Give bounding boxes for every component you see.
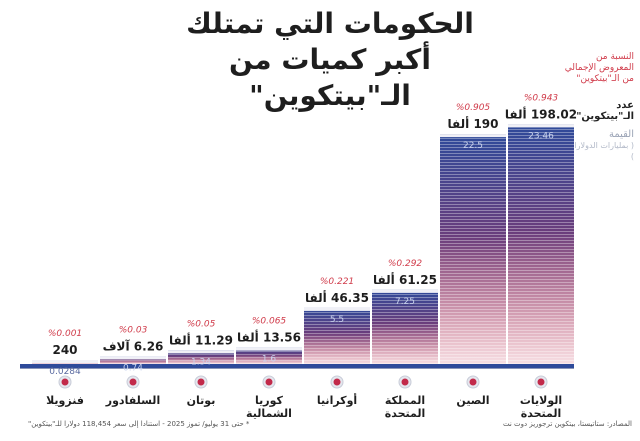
kp-flag-icon [262, 375, 276, 389]
value-label: 7.25 [395, 297, 415, 307]
percent-label: %0.065 [252, 317, 287, 327]
bar-cap [32, 360, 98, 363]
category-label: فنزويلا [46, 394, 84, 407]
value-label: 23.46 [528, 131, 554, 141]
count-label: 6.26 آلاف [103, 338, 164, 353]
ve-flag-icon [58, 375, 72, 389]
bar-texture [372, 289, 438, 364]
category-label: كوريا الشمالية [246, 394, 292, 420]
category-label: الصين [456, 394, 489, 407]
percent-label: %0.03 [119, 325, 148, 335]
chart-title: الحكومات التي تمتلك أكبر كميات من الـ"بي… [160, 6, 500, 114]
chart-title-line2: أكبر كميات من الـ"بيتكوين" [229, 43, 431, 112]
bar-cap [372, 289, 438, 293]
us-flag-icon [534, 375, 548, 389]
footer-sources: المصادر: ستاتيستا، بيتكوين ترجوريز دوت ن… [502, 420, 632, 428]
percent-label: %0.943 [524, 93, 559, 103]
percent-label: %0.292 [388, 259, 423, 269]
count-label: 61.25 ألفا [373, 272, 437, 287]
value-label: 1.34 [191, 357, 211, 367]
bar-cap [304, 307, 370, 311]
count-label: 190 ألفا [447, 116, 498, 131]
count-label: 11.29 ألفا [169, 332, 233, 347]
bar-texture [168, 350, 234, 364]
legend-value-subtitle: ( بمليارات الدولارات ) [566, 141, 634, 161]
category-label: الولايات المتحدة [520, 394, 562, 420]
ua-flag-icon [330, 375, 344, 389]
bar-texture [440, 134, 506, 364]
legend-count-label: عدد الـ"بيتكوين" [576, 100, 634, 122]
cn-flag-icon [466, 375, 480, 389]
legend-value-title: القيمة [608, 129, 634, 140]
bar-texture [508, 124, 574, 364]
category-label: بوتان [187, 394, 216, 407]
value-label: 1.6 [262, 355, 277, 365]
bar-cap [508, 124, 574, 128]
sv-flag-icon [126, 375, 140, 389]
count-label: 13.56 ألفا [237, 330, 301, 345]
bar-texture [236, 347, 302, 364]
value-label: 5.5 [330, 315, 344, 325]
legend-percent-label: النسبة من المعروض الإجمالي من الـ"بيتكوي… [564, 52, 634, 84]
bt-flag-icon [194, 375, 208, 389]
category-label: أوكرانيا [317, 393, 357, 407]
chart-title-line1: الحكومات التي تمتلك [186, 7, 474, 40]
percent-label: %0.221 [320, 277, 354, 287]
value-label: 0.0284 [49, 367, 81, 377]
category-label: السلفادور [105, 394, 160, 407]
bar-cap [168, 350, 234, 354]
count-label: 198.02 ألفا [505, 106, 577, 121]
bar-texture [100, 356, 166, 364]
category-label: المملكة المتحدة [385, 394, 426, 420]
percent-label: %0.05 [187, 319, 216, 329]
count-label: 240 [52, 343, 77, 357]
value-label: 0.74 [123, 363, 143, 373]
legend-value-label: القيمة ( بمليارات الدولارات ) [564, 129, 634, 162]
bar-cap [236, 347, 302, 351]
bar-cap [440, 134, 506, 138]
gb-flag-icon [398, 375, 412, 389]
percent-label: %0.905 [456, 103, 491, 113]
percent-label: %0.001 [48, 329, 82, 339]
count-label: 46.35 ألفا [305, 290, 369, 305]
footer-note: * حتى 31 يوليو/ تموز 2025 - استنادا إلى … [28, 420, 250, 428]
bar-texture [304, 307, 370, 364]
value-label: 22.5 [463, 141, 483, 151]
bar-cap [100, 356, 166, 360]
